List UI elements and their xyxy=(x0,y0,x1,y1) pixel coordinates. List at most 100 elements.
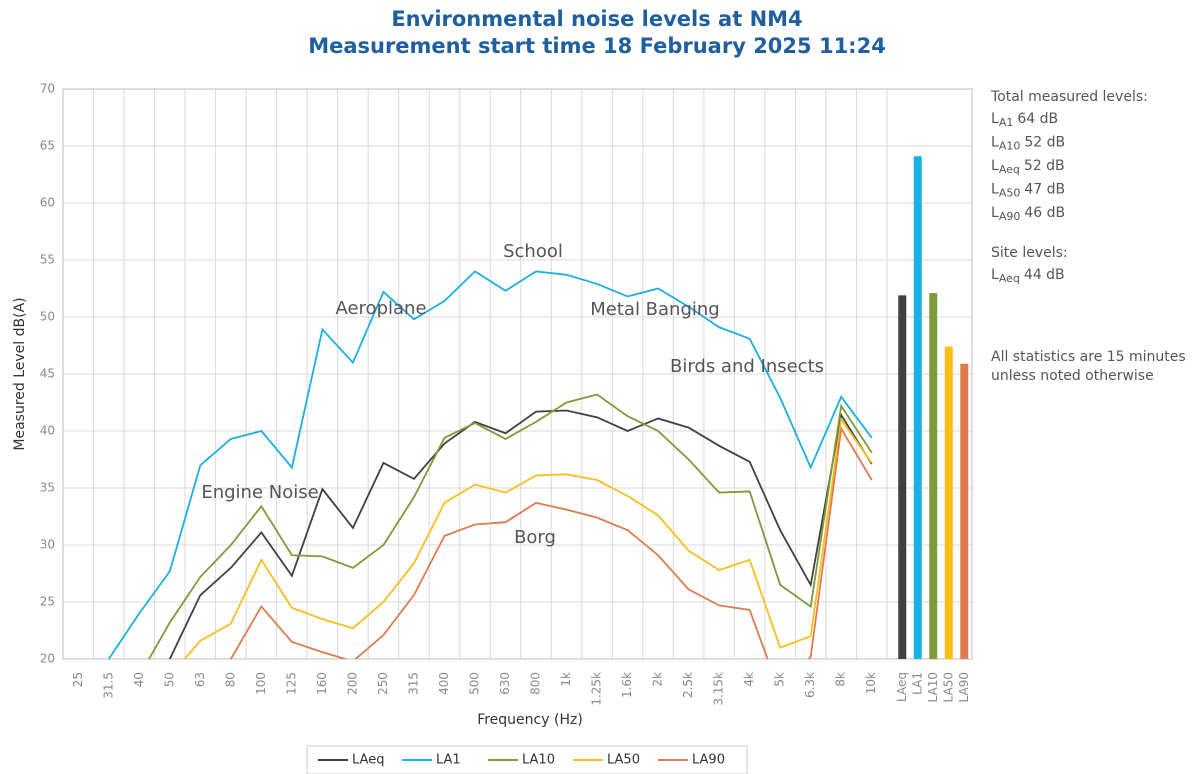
subscript: A90 xyxy=(999,210,1021,223)
annotation: Borg xyxy=(514,527,556,548)
x-tick-label: 1.6k xyxy=(620,672,634,698)
x-tick-label: 200 xyxy=(345,672,359,695)
side-heading: Total measured levels: xyxy=(990,89,1148,105)
annotation: School xyxy=(503,241,563,262)
x-tick-label: 2.5k xyxy=(681,672,695,698)
legend-label: LA1 xyxy=(436,753,461,768)
bar xyxy=(898,295,907,659)
x-tick-label: 3.15k xyxy=(712,672,726,706)
symbol: L xyxy=(991,267,999,283)
y-tick-label: 60 xyxy=(40,196,55,210)
series-line xyxy=(107,270,873,659)
chart-title: Environmental noise levels at NM4 xyxy=(391,7,802,31)
y-tick-label: 55 xyxy=(40,253,55,267)
series-line xyxy=(148,393,873,659)
x-tick-label: 2k xyxy=(651,672,665,687)
symbol: L xyxy=(991,182,999,198)
x-tick-label: 5k xyxy=(773,672,787,687)
level: 64 dB xyxy=(1017,111,1058,127)
bar xyxy=(944,346,953,659)
x-tick-label: 160 xyxy=(315,672,329,695)
x-tick-label: LA10 xyxy=(926,672,940,702)
symbol: L xyxy=(991,205,999,221)
x-tick-label: 250 xyxy=(376,672,390,695)
x-tick-label: 80 xyxy=(223,672,237,687)
side-note: LA10 52 dB xyxy=(991,135,1065,153)
footnote: unless noted otherwise xyxy=(991,368,1154,384)
side-note: LAeq 44 dB xyxy=(991,267,1065,285)
y-tick-label: 40 xyxy=(40,424,55,438)
y-axis-label: Measured Level dB(A) xyxy=(12,297,28,450)
series-line xyxy=(168,409,873,659)
chart-subtitle: Measurement start time 18 February 2025 … xyxy=(308,34,886,58)
side-note: LA90 46 dB xyxy=(991,205,1065,223)
x-tick-label: 63 xyxy=(193,672,207,687)
level: 44 dB xyxy=(1024,267,1065,283)
side-heading: Site levels: xyxy=(991,245,1068,261)
y-tick-label: 50 xyxy=(40,310,55,324)
x-axis-label: Frequency (Hz) xyxy=(477,712,583,728)
subscript: Aeq xyxy=(999,272,1020,285)
lines xyxy=(107,270,873,659)
level: 52 dB xyxy=(1024,135,1065,151)
x-tick-label: 800 xyxy=(529,672,543,695)
legend-label: LA90 xyxy=(692,753,725,768)
legend-label: LAeq xyxy=(352,753,384,768)
subscript: Aeq xyxy=(999,163,1020,176)
x-tick-label: 40 xyxy=(132,672,146,687)
level: 46 dB xyxy=(1024,205,1065,221)
series-line xyxy=(183,417,873,659)
symbol: L xyxy=(991,111,999,127)
subscript: A50 xyxy=(999,187,1021,200)
x-tick-label: 4k xyxy=(742,672,756,687)
x-tick-label: 630 xyxy=(498,672,512,695)
x-tick-label: LA1 xyxy=(910,672,924,695)
y-tick-label: 25 xyxy=(40,595,55,609)
side-note: LAeq 52 dB xyxy=(991,158,1065,176)
level: 47 dB xyxy=(1024,182,1065,198)
y-tick-label: 45 xyxy=(40,367,55,381)
level: 52 dB xyxy=(1024,158,1065,174)
y-tick-label: 20 xyxy=(40,652,55,666)
x-tick-label: 100 xyxy=(254,672,268,695)
footnote: All statistics are 15 minutes xyxy=(991,349,1186,365)
subscript: A10 xyxy=(999,140,1021,153)
legend-label: LA10 xyxy=(522,753,555,768)
series-line xyxy=(229,426,873,659)
x-tick-label: 8k xyxy=(834,672,848,687)
x-tick-label: 31.5 xyxy=(101,672,115,699)
legend-label: LA50 xyxy=(607,753,640,768)
y-tick-label: 65 xyxy=(40,139,55,153)
annotation: Aeroplane xyxy=(335,298,426,319)
x-tick-label: LAeq xyxy=(895,672,909,702)
symbol: L xyxy=(991,158,999,174)
x-tick-label: LA90 xyxy=(957,672,971,702)
bar xyxy=(929,293,938,659)
x-tick-label: 25 xyxy=(71,672,85,687)
side-note: LA1 64 dB xyxy=(991,111,1058,129)
plot-border xyxy=(62,88,973,660)
annotation: Birds and Insects xyxy=(670,356,824,377)
x-tick-label: 125 xyxy=(284,672,298,695)
y-tick-label: 30 xyxy=(40,538,55,552)
x-tick-label: 1.25k xyxy=(590,672,604,706)
y-tick-label: 70 xyxy=(40,82,55,96)
x-tick-label: LA50 xyxy=(941,672,955,702)
x-tick-label: 6.3k xyxy=(803,672,817,698)
x-tick-label: 500 xyxy=(468,672,482,695)
legend-box xyxy=(306,745,748,774)
side-note: LA50 47 dB xyxy=(991,182,1065,200)
annotation: Engine Noise xyxy=(201,482,318,503)
annotation: Metal Banging xyxy=(590,299,719,320)
x-tick-label: 1k xyxy=(559,672,573,687)
x-tick-label: 400 xyxy=(437,672,451,695)
x-tick-label: 10k xyxy=(864,672,878,694)
y-tick-label: 35 xyxy=(40,481,55,495)
bar xyxy=(913,156,922,659)
x-tick-label: 315 xyxy=(406,672,420,695)
x-tick-label: 50 xyxy=(162,672,176,687)
symbol: L xyxy=(991,135,999,151)
bar xyxy=(960,363,969,659)
subscript: A1 xyxy=(999,116,1014,129)
